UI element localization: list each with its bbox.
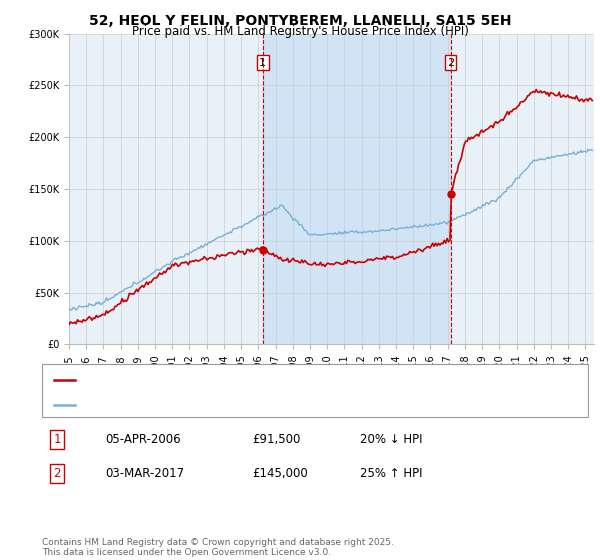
Text: 20% ↓ HPI: 20% ↓ HPI bbox=[360, 433, 422, 446]
Text: HPI: Average price, semi-detached house, Carmarthenshire: HPI: Average price, semi-detached house,… bbox=[81, 400, 377, 410]
Text: 2: 2 bbox=[447, 58, 454, 68]
Text: 1: 1 bbox=[259, 58, 266, 68]
Bar bbox=[263, 34, 451, 344]
Text: Contains HM Land Registry data © Crown copyright and database right 2025.
This d: Contains HM Land Registry data © Crown c… bbox=[42, 538, 394, 557]
Text: 1: 1 bbox=[53, 433, 61, 446]
Text: Price paid vs. HM Land Registry's House Price Index (HPI): Price paid vs. HM Land Registry's House … bbox=[131, 25, 469, 38]
Text: £91,500: £91,500 bbox=[252, 433, 301, 446]
Text: £145,000: £145,000 bbox=[252, 466, 308, 480]
Text: 52, HEOL Y FELIN, PONTYBEREM, LLANELLI, SA15 5EH: 52, HEOL Y FELIN, PONTYBEREM, LLANELLI, … bbox=[89, 14, 511, 28]
Text: 25% ↑ HPI: 25% ↑ HPI bbox=[360, 466, 422, 480]
Text: 52, HEOL Y FELIN, PONTYBEREM, LLANELLI, SA15 5EH (semi-detached house): 52, HEOL Y FELIN, PONTYBEREM, LLANELLI, … bbox=[81, 375, 467, 385]
Text: 2: 2 bbox=[53, 466, 61, 480]
Text: 05-APR-2006: 05-APR-2006 bbox=[105, 433, 181, 446]
Text: 03-MAR-2017: 03-MAR-2017 bbox=[105, 466, 184, 480]
